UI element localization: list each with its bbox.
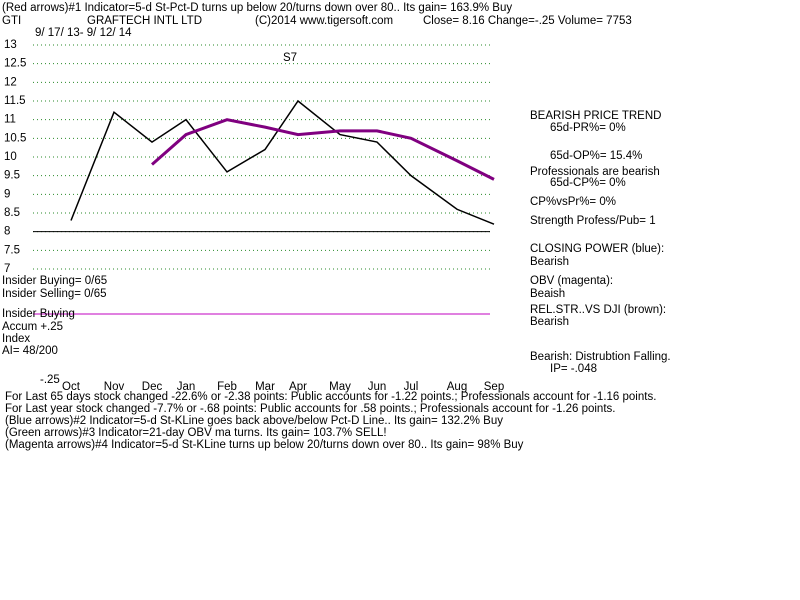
x-tick-label: Nov <box>104 381 125 393</box>
left-note: Insider Buying= 0/65 <box>2 275 107 287</box>
y-tick-label: 8 <box>4 226 10 238</box>
right-note: REL.STR..VS DJI (brown): <box>530 304 666 316</box>
right-note: 65d-OP%= 15.4% <box>550 150 642 162</box>
left-note: -.25 <box>40 374 60 386</box>
y-tick-label: 11 <box>4 114 16 126</box>
x-tick-label: Apr <box>289 381 307 393</box>
title: (Red arrows)#1 Indicator=5-d St-Pct-D tu… <box>2 2 512 14</box>
series-line <box>151 118 495 181</box>
right-note: Strength Profess/Pub= 1 <box>530 215 656 227</box>
left-note: Insider Buying <box>2 308 75 320</box>
right-note: 65d-CP%= 0% <box>550 177 626 189</box>
date-range: 9/ 17/ 13- 9/ 12/ 14 <box>35 27 132 39</box>
right-note: Professionals are bearish <box>530 166 660 178</box>
right-note: CP%vsPr%= 0% <box>530 196 616 208</box>
y-tick-label: 7.5 <box>4 244 20 256</box>
x-tick-label: Mar <box>255 381 275 393</box>
series-line <box>70 99 495 225</box>
right-note: Beaish <box>530 288 565 300</box>
right-note: 65d-PR%= 0% <box>550 122 626 134</box>
y-tick-label: 10 <box>4 151 17 163</box>
y-tick-label: 9 <box>4 188 10 200</box>
y-tick-label: 12.5 <box>4 58 26 70</box>
left-note: AI= 48/200 <box>2 345 58 357</box>
right-note: Bearish <box>530 256 569 268</box>
footer-line: (Blue arrows)#2 Indicator=5-d St-KLine g… <box>5 415 503 427</box>
right-note: Bearish: Distrubtion Falling. <box>530 351 671 363</box>
y-tick-label: 11.5 <box>4 95 26 107</box>
footer-line: For Last 65 days stock changed -22.6% or… <box>5 391 656 403</box>
footer-line: (Green arrows)#3 Indicator=21-day OBV ma… <box>5 427 387 439</box>
x-tick-label: Dec <box>142 381 163 393</box>
y-tick-label: 7 <box>4 263 10 275</box>
x-tick-label: May <box>329 381 351 393</box>
x-tick-label: Jul <box>404 381 419 393</box>
ticker: GTI <box>2 15 21 27</box>
y-tick-label: 8.5 <box>4 207 20 219</box>
x-tick-label: Feb <box>217 381 237 393</box>
left-note: Index <box>2 333 30 345</box>
right-note: IP= -.048 <box>550 363 597 375</box>
footer-line: For Last year stock changed -7.7% or -.6… <box>5 403 615 415</box>
right-note: Bearish <box>530 316 569 328</box>
right-note: OBV (magenta): <box>530 275 613 287</box>
left-note: Accum +.25 <box>2 321 63 333</box>
right-note: BEARISH PRICE TREND <box>530 110 661 122</box>
quote: Close= 8.16 Change=-.25 Volume= 7753 <box>423 15 632 27</box>
x-tick-label: Aug <box>447 381 467 393</box>
company: GRAFTECH INTL LTD <box>87 15 202 27</box>
signal: S7 <box>283 52 297 64</box>
footer-line: (Magenta arrows)#4 Indicator=5-d St-KLin… <box>5 439 524 451</box>
x-tick-label: Sep <box>484 381 504 393</box>
right-note: CLOSING POWER (blue): <box>530 243 664 255</box>
copyright: (C)2014 www.tigersoft.com <box>255 15 393 27</box>
x-tick-label: Jun <box>368 381 387 393</box>
y-tick-label: 13 <box>4 39 17 51</box>
left-note: Insider Selling= 0/65 <box>2 288 107 300</box>
x-tick-label: Jan <box>177 381 196 393</box>
y-tick-label: 12 <box>4 76 17 88</box>
y-tick-label: 9.5 <box>4 170 20 182</box>
y-tick-label: 10.5 <box>4 132 26 144</box>
x-tick-label: Oct <box>62 381 81 393</box>
